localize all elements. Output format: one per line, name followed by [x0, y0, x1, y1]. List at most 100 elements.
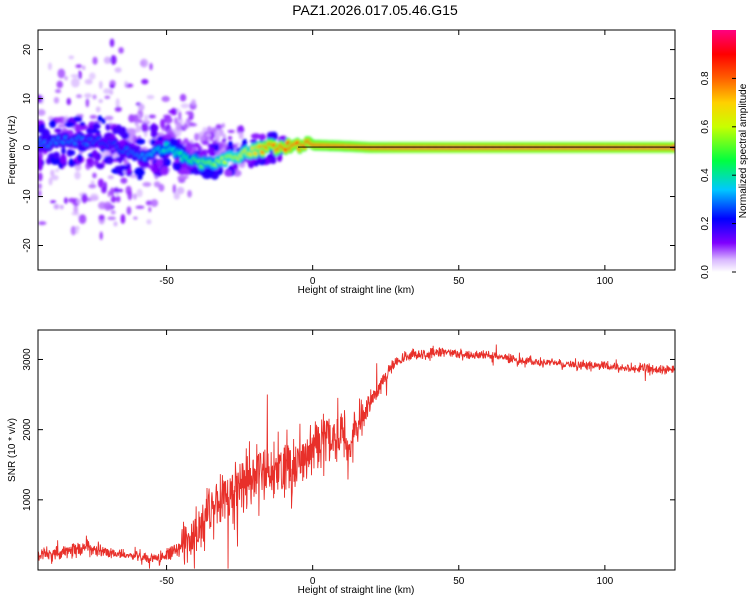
spectrogram-noise-blob — [104, 115, 114, 121]
spectrogram-noise-blob — [88, 183, 97, 189]
spectrogram-noise-blob — [104, 95, 111, 100]
spectrogram-noise-blob — [38, 183, 42, 190]
spectrogram-noise-blob — [75, 225, 79, 235]
spectrogram-noise-blob — [115, 195, 121, 203]
spectrogram-noise-blob — [84, 78, 93, 85]
spectrogram-noise-blob — [103, 181, 107, 191]
spectrogram-ytick-label: -10 — [22, 189, 33, 204]
spectrogram-noise-blob — [176, 186, 185, 195]
spectrogram-noise-blob — [110, 54, 117, 65]
spectrogram-axes: -50 0 50 100 -20 -10 0 10 20 — [22, 30, 675, 287]
spectrogram-noise-blob — [110, 195, 117, 203]
spectrogram-cluster-blob — [53, 151, 60, 159]
spectrogram-ridge-core — [260, 150, 265, 154]
spectrogram-noise-blob — [78, 70, 82, 80]
spectrogram-noise-blob — [74, 171, 81, 180]
spectrogram-noise-blob — [48, 177, 53, 186]
snr-ytick-label: 1000 — [22, 488, 33, 511]
spectrogram-cluster-blob — [38, 155, 42, 165]
snr-xtick-label: 0 — [310, 576, 316, 587]
spectrogram-noise-blob — [148, 206, 152, 213]
spectrogram-noise-blob — [90, 180, 95, 185]
spectrogram-cluster-blob — [185, 142, 194, 152]
spectrogram-noise-blob — [141, 78, 149, 85]
spectrogram-noise-blob — [174, 117, 178, 125]
spectrogram-noise-blob — [146, 94, 155, 100]
colorbar-label: Normalized spectral amplitude — [738, 83, 749, 218]
spectrogram-cluster-blob — [117, 126, 127, 137]
spectrogram-noise-blob — [98, 98, 103, 104]
spectrogram-cluster-blob — [231, 162, 238, 171]
spectrogram-cluster-blob — [68, 149, 76, 156]
snr-xtick-label: -50 — [159, 576, 174, 587]
spectrogram-noise-blob — [221, 123, 225, 128]
spectrogram-noise-blob — [222, 133, 227, 139]
spectrogram-noise-blob — [113, 221, 118, 227]
spectrogram-noise-blob — [161, 95, 170, 103]
spectrogram-noise-blob — [81, 193, 88, 204]
spectrogram-noise-blob — [66, 97, 72, 106]
spectrogram-noise-blob — [76, 198, 82, 204]
spectrogram-cluster-blob — [250, 133, 261, 140]
spectrogram-noise-blob — [136, 188, 143, 198]
spectrogram-noise-blob — [146, 219, 152, 225]
spectrogram-ylabel: Frequency (Hz) — [7, 116, 18, 185]
spectrogram-noise-blob — [177, 175, 187, 182]
spectrogram-noise-blob — [114, 106, 122, 112]
spectrogram-cluster-blob — [134, 167, 145, 177]
spectrogram-noise-blob — [92, 94, 97, 100]
spectrogram-noise-blob — [227, 136, 233, 140]
spectrogram-noise-blob — [140, 122, 149, 133]
spectrogram-noise-blob — [78, 214, 87, 225]
spectrogram-cluster-blob — [162, 156, 167, 167]
spectrogram-noise-blob — [158, 183, 165, 192]
spectrogram-noise-blob — [238, 127, 245, 133]
spectrogram-cluster-blob — [119, 172, 125, 177]
colorbar-tick-label: 0.6 — [700, 119, 711, 133]
spectrogram-cluster-blob — [68, 158, 74, 167]
spectrogram-noise-blob — [170, 107, 178, 116]
spectrogram-noise-blob — [201, 140, 209, 146]
spectrogram-noise-blob — [57, 68, 66, 79]
spectrogram-noise-blob — [107, 216, 116, 221]
spectrogram-noise-blob — [50, 200, 57, 204]
spectrogram-noise-blob — [172, 184, 177, 194]
spectrogram-noise-blob — [127, 190, 133, 201]
spectrogram-frame — [37, 29, 676, 271]
spectrogram-noise-blob — [59, 204, 64, 210]
spectrogram-xtick-label: -50 — [159, 276, 174, 287]
spectrogram-noise-blob — [68, 55, 75, 60]
spectrogram-noise-blob — [160, 118, 165, 129]
spectrogram-noise-blob — [227, 129, 235, 133]
snr-axes: -50 0 50 100 1000 2000 3000 — [22, 330, 675, 587]
spectrogram-cluster-blob — [96, 163, 105, 170]
snr-frame — [37, 329, 676, 571]
spectrogram-noise-blob — [149, 62, 153, 71]
spectrogram-noise-blob — [82, 65, 86, 71]
spectrogram-noise-blob — [38, 221, 47, 226]
spectrogram-noise-blob — [222, 138, 227, 142]
spectrogram-noise-blob — [54, 168, 60, 173]
spectrogram-noise-blob — [153, 181, 161, 188]
spectrogram-ytick-label: 10 — [22, 93, 33, 105]
spectrogram-noise-blob — [144, 114, 149, 122]
spectrogram-noise-blob — [64, 197, 68, 204]
spectrogram-noise-blob — [115, 98, 120, 108]
spectrogram-noise-blob — [51, 174, 59, 181]
spectrogram-noise-blob — [114, 67, 122, 73]
spectrogram-cluster-blob — [118, 156, 123, 164]
spectrogram-noise-blob — [109, 84, 115, 89]
spectrogram-noise-blob — [120, 213, 126, 224]
spectrogram-noise-blob — [135, 125, 141, 133]
spectrogram-noise-blob — [118, 47, 124, 54]
spectrogram-noise-blob — [232, 144, 238, 148]
spectrogram-noise-blob — [132, 193, 138, 200]
snr-xtick-label: 100 — [597, 576, 614, 587]
spectrogram-cluster-blob — [207, 147, 215, 155]
snr-xtick-label: 50 — [453, 576, 465, 587]
spectrogram-cluster-blob — [79, 121, 86, 127]
spectrogram-noise-blob — [38, 109, 46, 116]
spectrogram-noise-blob — [97, 178, 104, 188]
spectrogram-noise-blob — [92, 172, 97, 179]
